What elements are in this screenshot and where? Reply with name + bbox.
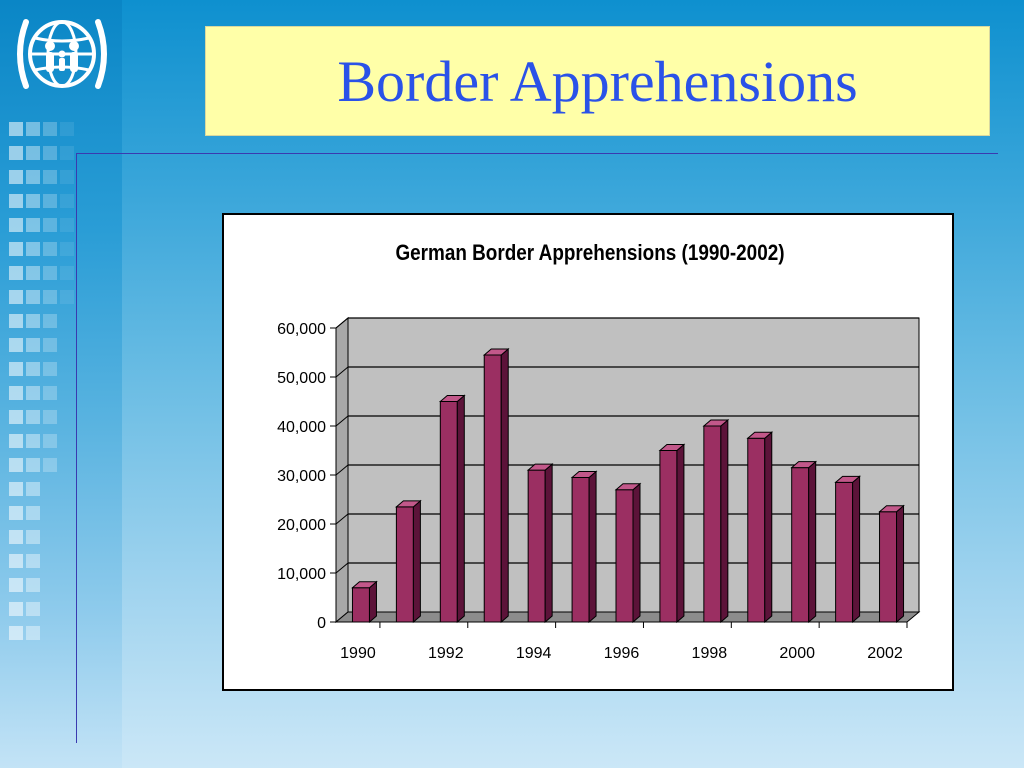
gridline-side [335, 562, 349, 574]
x-tick-label: 1992 [428, 645, 464, 662]
bar [395, 506, 414, 623]
bar [703, 425, 722, 623]
bar [659, 450, 678, 623]
bar [483, 354, 502, 623]
bar [747, 437, 766, 623]
bar-side [456, 394, 465, 624]
bar-top [482, 348, 510, 356]
x-tick-label: 1990 [340, 645, 376, 662]
gridline-side [335, 464, 349, 476]
y-tick-label: 40,000 [277, 419, 326, 436]
chart-container: German Border Apprehensions (1990-2002) … [222, 213, 954, 691]
chart-title: German Border Apprehensions (1990-2002) [395, 241, 784, 266]
gridline-side [335, 415, 349, 427]
bar [351, 587, 370, 623]
slide-title: Border Apprehensions [337, 48, 858, 114]
x-tick-label: 1998 [692, 645, 728, 662]
bar [879, 511, 898, 623]
bar-side [500, 347, 509, 624]
bar-side [852, 475, 861, 624]
decor-squares [9, 122, 109, 650]
gridline-side [335, 513, 349, 525]
bar [571, 476, 590, 623]
bar-side [588, 470, 597, 624]
bar-side [412, 499, 421, 624]
left-decor-strip [0, 0, 122, 768]
y-tick-label: 30,000 [277, 468, 326, 485]
bar-side [720, 418, 729, 624]
bar-top [658, 444, 686, 451]
bar-side [808, 460, 817, 624]
bar-top [526, 463, 554, 471]
bar-chart: German Border Apprehensions (1990-2002) … [277, 241, 921, 662]
divider-vertical [76, 153, 77, 743]
bar-top [790, 461, 818, 469]
x-tick-label: 2002 [867, 645, 903, 662]
gridline-side [335, 366, 349, 378]
x-tick-label: 1994 [516, 645, 552, 662]
bar-side [368, 580, 377, 624]
bar-side [544, 463, 553, 624]
gridline-side [335, 317, 349, 329]
bar-top [395, 500, 422, 508]
x-tick-label: 2000 [779, 645, 815, 662]
y-tick-label: 60,000 [277, 321, 326, 338]
y-tick-label: 50,000 [277, 370, 326, 387]
bar-top [878, 505, 905, 513]
bar-side [764, 431, 773, 624]
bar-top [351, 581, 378, 589]
y-tick-label: 10,000 [277, 566, 326, 583]
bar-side [676, 443, 685, 624]
bar [791, 467, 810, 623]
bar [439, 401, 458, 623]
bar-top [834, 475, 861, 483]
bar-side [632, 482, 641, 624]
bar-side [896, 504, 905, 624]
y-tick-label: 20,000 [277, 517, 326, 534]
bar [527, 469, 546, 623]
bar [615, 489, 634, 623]
bar-top [746, 431, 774, 439]
bar-top [702, 419, 730, 427]
x-tick-label: 1996 [604, 645, 640, 662]
iom-globe-family-icon [17, 19, 107, 89]
bar [835, 481, 854, 623]
title-box: Border Apprehensions [205, 26, 990, 136]
divider-horizontal [76, 153, 998, 154]
bar-top [438, 395, 466, 402]
y-tick-label: 0 [317, 615, 326, 632]
bar-top [614, 483, 642, 491]
bar-top [570, 470, 598, 478]
